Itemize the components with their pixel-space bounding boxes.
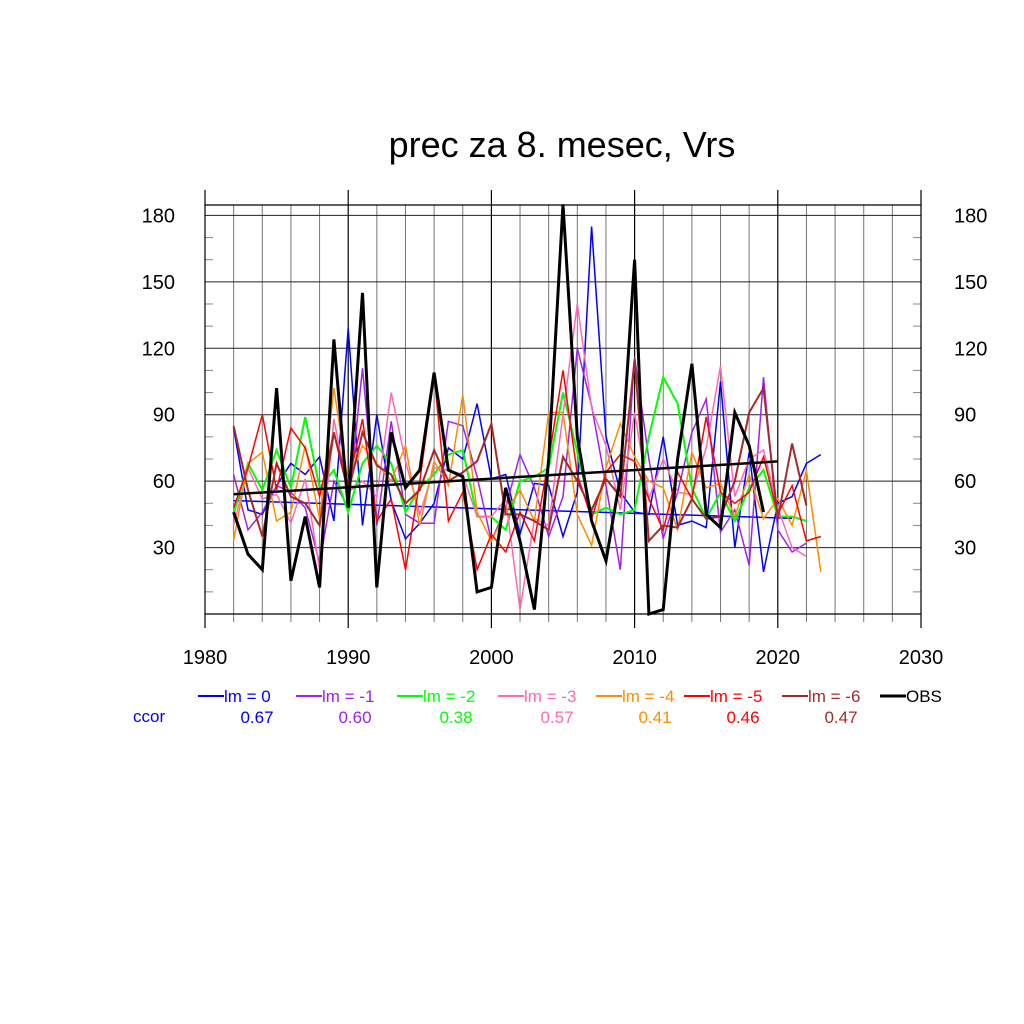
legend-label: lm = -5 — [710, 687, 762, 706]
chart-title: prec za 8. mesec, Vrs — [389, 124, 736, 165]
legend-label: OBS — [906, 687, 942, 706]
y-tick-label-right: 180 — [954, 205, 987, 227]
y-tick-label-left: 90 — [153, 405, 175, 427]
ccor-value: 0.57 — [540, 708, 573, 727]
series-line-7 — [232, 204, 765, 617]
y-tick-label-left: 60 — [153, 471, 175, 493]
ccor-value: 0.46 — [726, 708, 759, 727]
ccor-value: 0.47 — [824, 708, 857, 727]
y-tick-label-right: 30 — [954, 538, 976, 560]
series-layer — [232, 204, 822, 617]
x-tick-label: 1990 — [326, 647, 371, 669]
y-tick-label-left: 120 — [142, 338, 175, 360]
ccor-value: 0.67 — [240, 708, 273, 727]
y-tick-label-left: 180 — [142, 205, 175, 227]
y-tick-label-right: 90 — [954, 405, 976, 427]
legend-label: lm = 0 — [224, 687, 271, 706]
ccor-label: ccor — [133, 707, 165, 726]
ccor-value: 0.38 — [439, 708, 472, 727]
ccor-value: 0.41 — [638, 708, 671, 727]
legend-label: lm = -1 — [322, 687, 374, 706]
x-tick-label: 2030 — [899, 647, 944, 669]
legend-label: lm = -2 — [423, 687, 475, 706]
y-tick-label-left: 30 — [153, 538, 175, 560]
y-tick-label-right: 150 — [954, 272, 987, 294]
y-tick-label-right: 60 — [954, 471, 976, 493]
legend-label: lm = -3 — [524, 687, 576, 706]
x-tick-label: 1980 — [183, 647, 228, 669]
series-line-4 — [232, 387, 822, 573]
legend-label: lm = -4 — [622, 687, 674, 706]
series-line-0 — [232, 226, 822, 573]
legend-label: lm = -6 — [808, 687, 860, 706]
y-tick-label-left: 150 — [142, 272, 175, 294]
legend: lm = 0 0.67 lm = -1 0.60 lm = -2 0.38 lm = -3 0… — [133, 687, 942, 727]
x-tick-label: 2010 — [612, 647, 657, 669]
y-tick-label-right: 120 — [954, 338, 987, 360]
ccor-value: 0.60 — [338, 708, 371, 727]
x-tick-label: 2000 — [469, 647, 514, 669]
x-tick-label: 2020 — [756, 647, 801, 669]
axes: 1980 1990 2000 2010 2020 2030 30 30 60 60 90 90 120 1… — [142, 190, 987, 669]
